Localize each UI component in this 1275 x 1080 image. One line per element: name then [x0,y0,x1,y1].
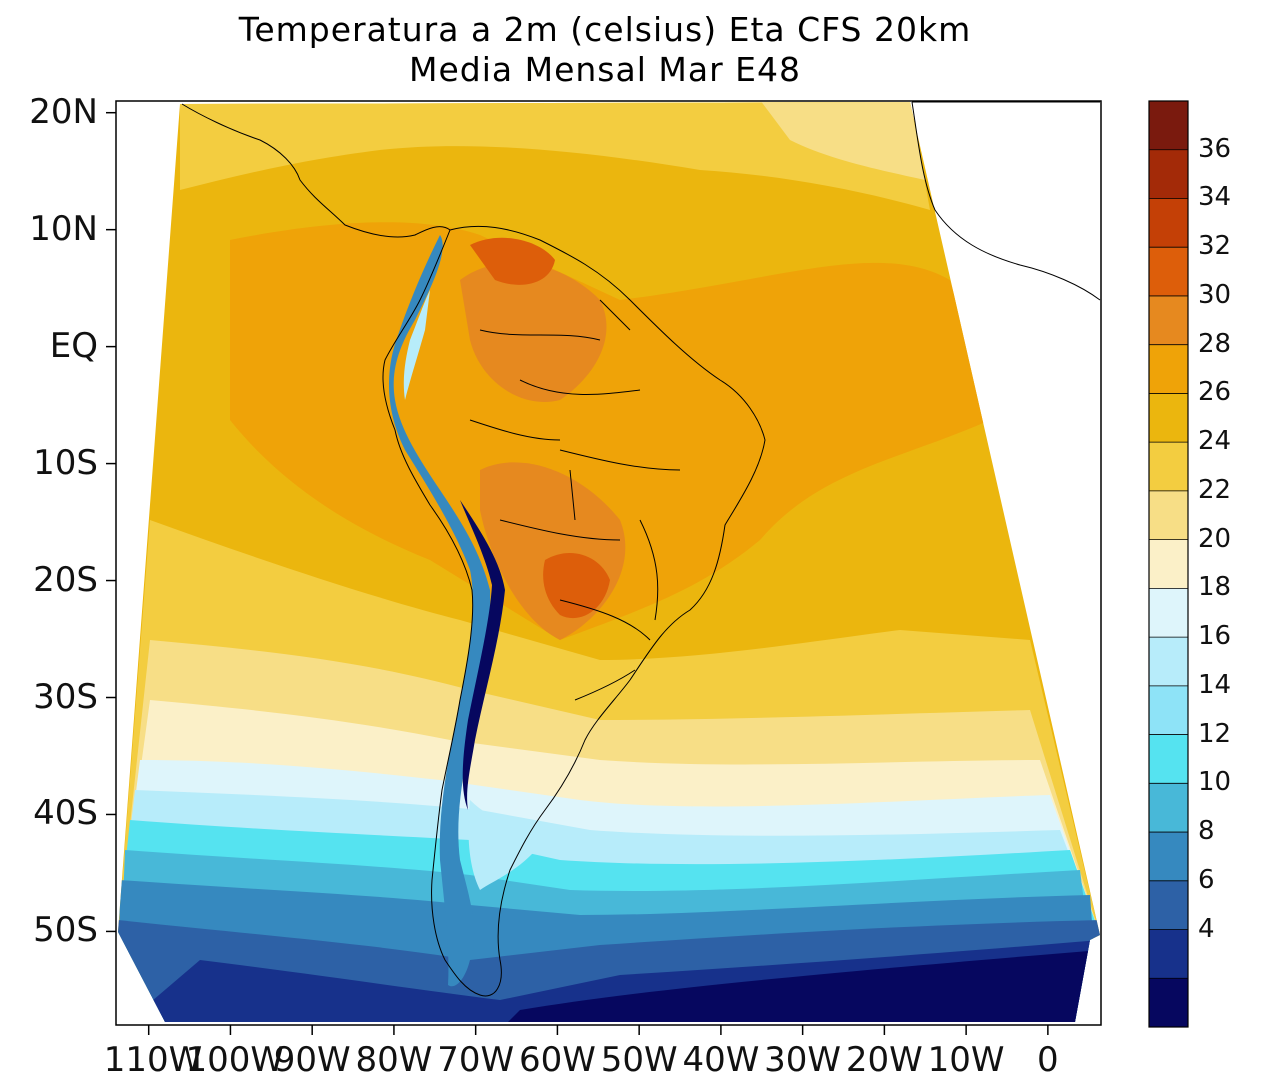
colorbar-label: 12 [1198,718,1232,749]
coastlines [181,101,1101,997]
lat-tick-label: 40S [33,793,98,834]
country-borders [469,299,681,701]
lon-tick-label: 100W [185,1040,284,1080]
lon-tick-label: 0 [1037,1040,1059,1080]
chart-subtitle: Media Mensal Mar E48 [409,50,801,89]
colorbar-label: 20 [1198,523,1232,554]
colorbar-label: 8 [1198,816,1215,847]
colorbar-swatch [1149,344,1188,394]
lon-tick-label: 90W [273,1040,351,1080]
colorbar-swatch [1149,247,1188,297]
lon-tick-label: 70W [437,1040,515,1080]
band-below-4 [500,950,1100,1022]
colorbar-swatch [1149,198,1188,248]
chart-title: Temperatura a 2m (celsius) Eta CFS 20km [238,10,972,49]
lon-tick-label: 10W [927,1040,1005,1080]
colorbar-swatch [1149,588,1188,638]
colorbar-swatch [1149,149,1188,199]
colorbar-label: 14 [1198,669,1232,700]
colorbar-label: 6 [1198,864,1215,895]
colorbar-swatch [1149,929,1188,979]
coastline-south-america [382,225,766,997]
colorbar-label: 32 [1198,231,1232,262]
land-30-32-chaco [543,552,610,619]
land-30-32-venezuela [470,237,555,285]
patagonia-cool [468,800,540,890]
lon-tick-label: 50W [600,1040,678,1080]
colorbar-swatch [1149,539,1188,589]
andes-light [403,290,430,400]
coastline-central-america [181,103,451,238]
colorbar-swatch [1149,101,1188,151]
colorbar-swatch [1149,734,1188,784]
colorbar-swatch [1149,783,1188,833]
lat-tick-label: 20S [33,559,98,600]
coastline-africa [911,101,1101,301]
colorbar-label: 34 [1198,182,1232,213]
colorbar-swatch [1149,393,1188,443]
lat-tick-label: 30S [33,676,98,717]
colorbar [1148,100,1189,1028]
band-22-24-north [180,102,930,210]
colorbar-label: 30 [1198,279,1232,310]
colorbar-label: 22 [1198,474,1232,505]
colorbar-border [1148,100,1189,1028]
land-28-30-amazon [460,262,607,402]
colorbar-label: 10 [1198,767,1232,798]
colorbar-label: 4 [1198,913,1215,944]
colorbar-label: 16 [1198,621,1232,652]
lon-tick-label: 40W [682,1040,760,1080]
colorbar-swatch [1149,490,1188,541]
axis-ticks [106,111,1049,1035]
colorbar-label: 36 [1198,133,1232,164]
lon-tick-label: 20W [845,1040,923,1080]
colorbar-swatch [1149,832,1188,882]
lat-tick-label: 20N [29,91,98,132]
lon-tick-label: 60W [518,1040,596,1080]
colorbar-swatch [1149,978,1188,1028]
colorbar-swatch [1149,685,1188,736]
lat-tick-label: 10S [33,442,98,483]
lat-tick-label: 50S [33,910,98,951]
colorbar-swatch [1149,442,1188,492]
plot-frame [115,100,1102,1026]
colorbar-swatch [1149,880,1188,931]
colorbar-label: 18 [1198,572,1232,603]
band-20-22-north [760,102,925,180]
colorbar-swatch [1149,295,1188,346]
lon-tick-label: 80W [355,1040,433,1080]
colorbar-label: 28 [1198,328,1232,359]
andes-coldest [460,500,505,810]
lat-tick-label: 10N [29,208,98,249]
colorbar-label: 26 [1198,377,1232,408]
temperature-field [118,102,1100,1022]
lon-tick-label: 30W [764,1040,842,1080]
lon-tick-label: 110W [103,1040,203,1080]
colorbar-swatch [1149,637,1188,687]
lat-tick-label: EQ [49,325,98,366]
colorbar-label: 24 [1198,426,1232,457]
